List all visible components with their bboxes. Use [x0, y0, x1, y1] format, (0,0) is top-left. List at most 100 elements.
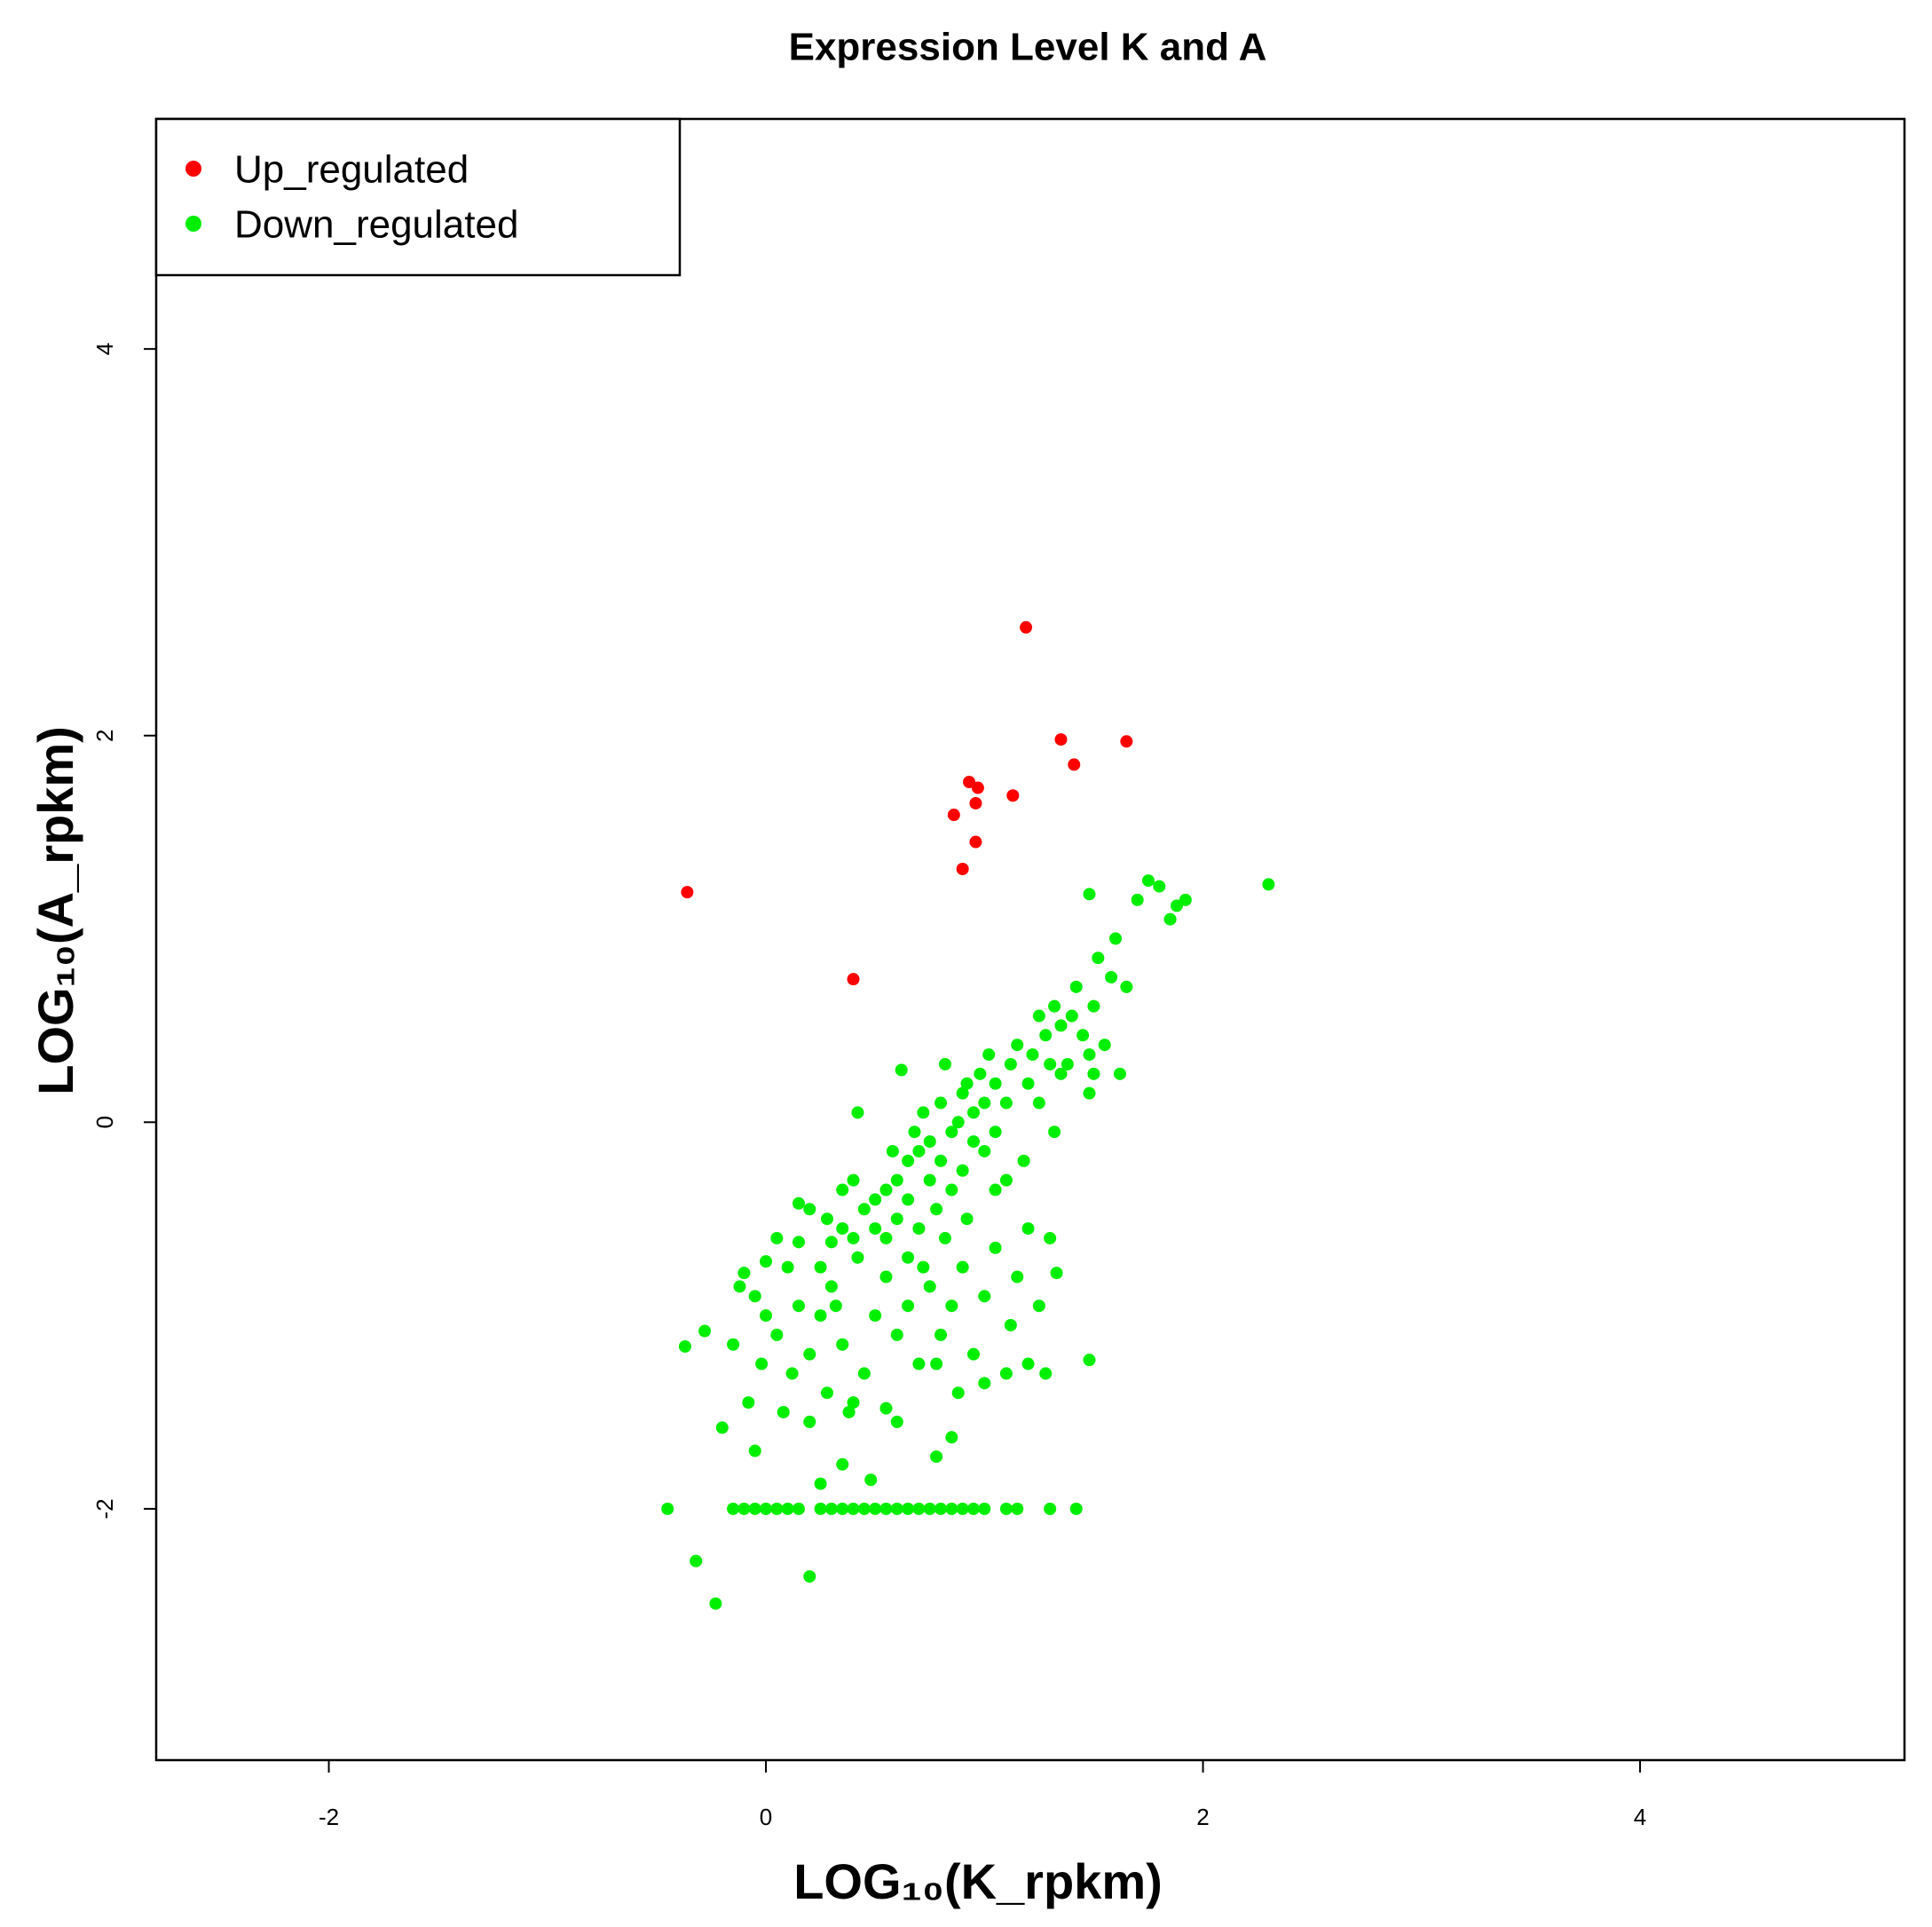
- point: [1021, 1222, 1035, 1236]
- point: [978, 1144, 991, 1157]
- point: [945, 1183, 958, 1196]
- legend-box: [154, 117, 682, 277]
- point: [760, 1255, 773, 1268]
- point: [1069, 1502, 1083, 1515]
- point: [1083, 1048, 1096, 1062]
- point: [1032, 1096, 1045, 1110]
- point: [1039, 1367, 1053, 1380]
- point: [785, 1367, 799, 1380]
- point: [869, 1222, 882, 1236]
- point: [1054, 1019, 1068, 1032]
- point: [814, 1477, 827, 1490]
- point: [989, 1077, 1002, 1090]
- point: [748, 1502, 761, 1515]
- point: [814, 1502, 827, 1515]
- point: [956, 1164, 969, 1177]
- point: [989, 1183, 1002, 1196]
- point: [969, 796, 982, 809]
- point: [1054, 733, 1068, 746]
- point: [917, 1106, 930, 1119]
- point: [1050, 1267, 1063, 1280]
- point: [792, 1502, 805, 1515]
- y-axis-label: LOG₁₀(A_rpkm): [28, 726, 83, 1095]
- point: [960, 1077, 974, 1090]
- point: [966, 1347, 980, 1361]
- point: [934, 1328, 948, 1341]
- point: [1068, 758, 1081, 771]
- chart-title: Expression Level K and A: [789, 26, 1267, 69]
- point: [715, 1421, 729, 1434]
- point: [1083, 1354, 1096, 1367]
- point: [912, 1144, 926, 1157]
- point: [857, 1367, 871, 1380]
- legend-marker: [185, 216, 201, 232]
- point: [1011, 1039, 1024, 1052]
- point: [912, 1357, 926, 1370]
- point: [945, 1125, 958, 1139]
- point: [989, 1125, 1002, 1139]
- point: [836, 1502, 849, 1515]
- point: [1044, 1502, 1057, 1515]
- point: [966, 1106, 980, 1119]
- point: [989, 1241, 1002, 1254]
- point: [912, 1502, 926, 1515]
- x-tick-label: 2: [1196, 1804, 1209, 1830]
- point: [748, 1444, 761, 1457]
- point: [969, 835, 982, 849]
- point: [777, 1405, 790, 1418]
- point: [945, 1502, 958, 1515]
- point: [1032, 1299, 1045, 1313]
- point: [820, 1212, 833, 1226]
- point: [678, 1339, 691, 1353]
- y-tick-label: 4: [91, 343, 118, 355]
- point: [1087, 999, 1100, 1013]
- point: [1021, 1357, 1035, 1370]
- point: [999, 1173, 1013, 1187]
- point: [836, 1457, 849, 1471]
- point: [1004, 1318, 1017, 1331]
- point: [803, 1415, 816, 1428]
- point: [1163, 912, 1177, 926]
- point: [829, 1299, 842, 1313]
- point: [978, 1502, 991, 1515]
- point: [869, 1502, 882, 1515]
- point: [742, 1396, 755, 1410]
- point: [923, 1135, 936, 1149]
- point: [698, 1324, 712, 1338]
- y-tick-label: 2: [91, 730, 118, 742]
- point: [1141, 874, 1155, 888]
- point: [737, 1267, 751, 1280]
- point: [963, 776, 976, 789]
- point: [1153, 880, 1166, 893]
- point: [869, 1193, 882, 1206]
- point: [1026, 1048, 1039, 1062]
- point: [836, 1338, 849, 1351]
- point: [879, 1402, 893, 1415]
- x-axis-label: LOG₁₀(K_rpkm): [793, 1853, 1163, 1909]
- point: [792, 1196, 805, 1210]
- point: [820, 1386, 833, 1400]
- point: [956, 1086, 969, 1100]
- point: [1113, 1067, 1126, 1080]
- point: [1054, 1067, 1068, 1080]
- point: [902, 1502, 915, 1515]
- point: [951, 1116, 965, 1129]
- point: [879, 1231, 893, 1244]
- point: [978, 1290, 991, 1303]
- point: [879, 1502, 893, 1515]
- point: [836, 1222, 849, 1236]
- point: [930, 1203, 943, 1216]
- point: [1131, 893, 1144, 906]
- point: [934, 1096, 948, 1110]
- point: [1044, 1057, 1057, 1070]
- point: [908, 1125, 921, 1139]
- point: [681, 886, 694, 899]
- point: [1044, 1231, 1057, 1244]
- y-tick-label: 0: [91, 1116, 118, 1128]
- point: [1048, 1125, 1061, 1139]
- point: [1109, 932, 1123, 945]
- point: [934, 1502, 948, 1515]
- point: [934, 1154, 948, 1167]
- point: [857, 1502, 871, 1515]
